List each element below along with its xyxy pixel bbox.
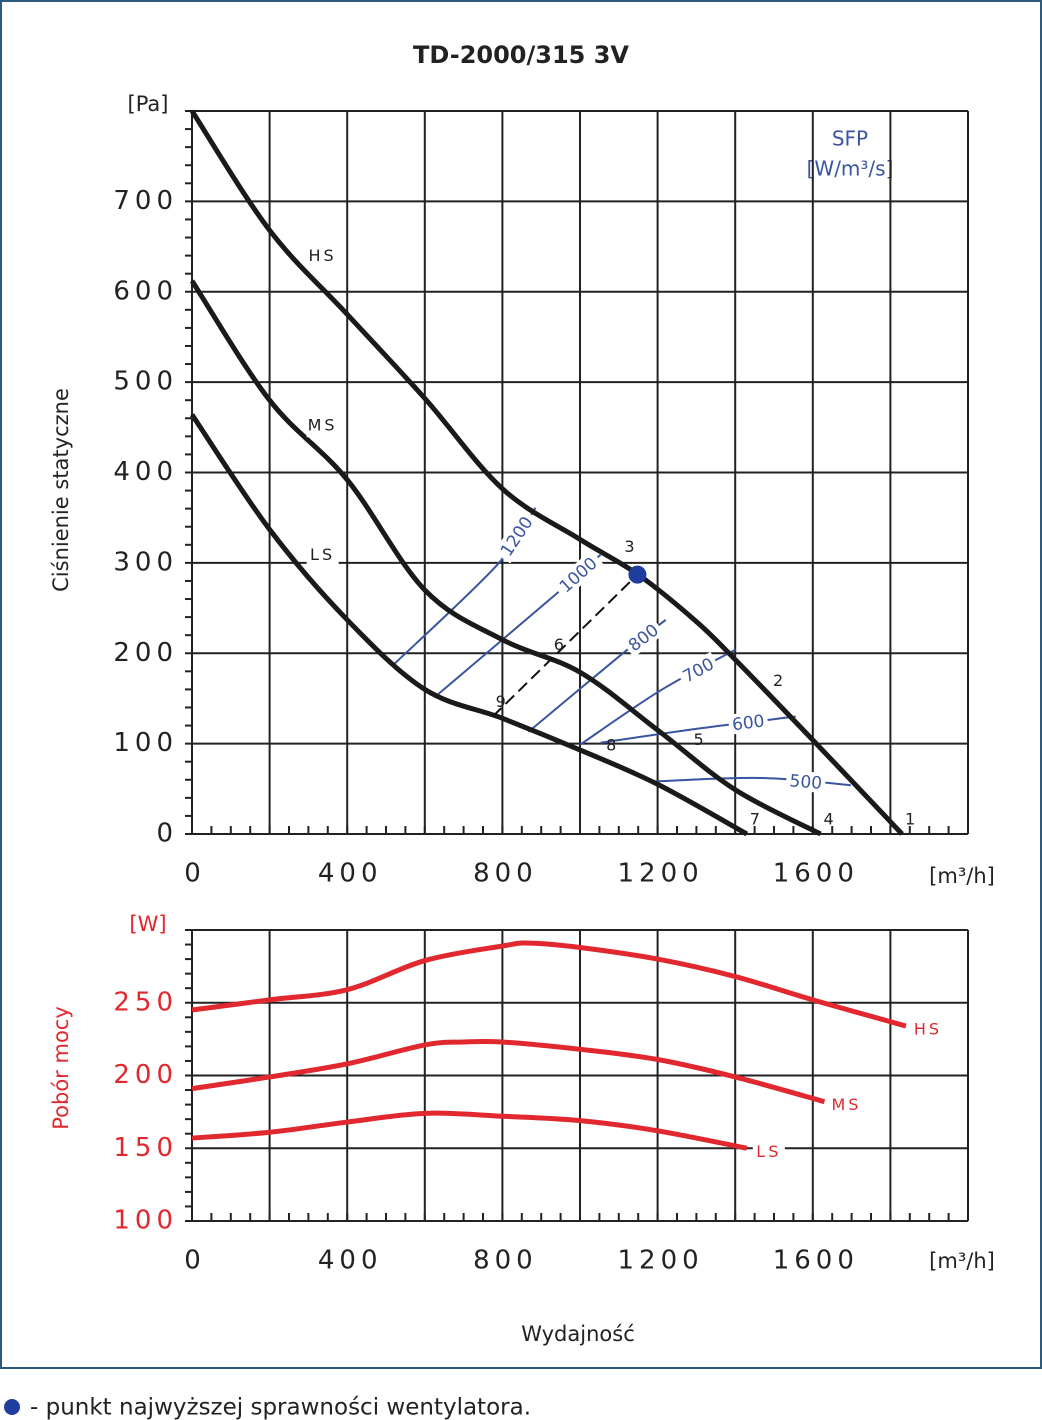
sfp-label-group: 1000 [551,549,605,600]
curve [191,940,907,1029]
curve-label-bg [306,544,339,567]
dashed-line [491,573,639,718]
curve-label-bg [752,1141,785,1164]
curve-label: LS [310,545,335,564]
point-label: 4 [823,810,833,829]
y-axis-label: Ciśnienie statyczne [49,388,73,592]
point-label: 5 [693,730,703,749]
y-tick-label: 300 [113,547,178,577]
curve [189,279,822,837]
y-tick-label: 500 [113,367,178,397]
frame [0,0,1042,1369]
y-tick-label: 150 [113,1133,178,1163]
sfp-label-group: 600 [727,710,769,735]
y-tick-label: 700 [113,186,178,216]
y-tick-label: 200 [113,638,178,668]
y-tick-label: 100 [113,728,178,758]
chart-title: TD-2000/315 3V [413,41,629,69]
x-tick-label: 1200 [618,1246,704,1276]
y-tick-label: 0 [156,819,178,849]
curve-label-bg [830,1094,863,1117]
sfp-label-bg [785,770,827,794]
sfp-label-group: 800 [621,617,665,658]
curve-label: MS [308,416,338,435]
point-label: 1 [905,810,915,829]
curve-label: HS [914,1020,942,1039]
sfp-label: 600 [731,711,766,735]
x-tick-label: 400 [318,1246,383,1276]
y-tick-label: 400 [113,457,178,487]
x-tick-label: 1200 [618,859,704,889]
point-label: 2 [773,671,783,690]
sfp-line [650,776,851,787]
curve [191,1110,748,1151]
curve-label-bg [911,1019,944,1042]
sfp-label: 500 [789,771,823,794]
x-tick-label: 0 [184,1246,206,1276]
x-tick-label: 800 [473,859,538,889]
x-unit: [m³/h] [929,864,995,888]
sfp-line [600,715,796,744]
point-label: 6 [554,635,564,654]
y-tick-label: 250 [113,987,178,1017]
y-tick-label: 600 [113,276,178,306]
sfp-line [579,648,737,746]
y-unit: [W] [129,912,166,936]
point-label: 9 [496,692,506,711]
x-tick-label: 800 [473,1246,538,1276]
sfp-label-bg [621,617,665,658]
x-tick-label: 0 [184,859,206,889]
sfp-unit: [W/m³/s] [807,157,894,181]
curve [189,109,904,836]
curve-label-bg [306,415,339,438]
y-tick-label: 100 [113,1206,178,1236]
sfp-label-group: 1200 [493,509,540,564]
y-tick-label: 200 [113,1060,178,1090]
curve [191,1038,826,1105]
y-axis-label: Pobór mocy [49,1006,73,1130]
point-label: 3 [624,537,634,556]
sfp-label-group: 700 [676,651,721,689]
x-axis-label: Wydajność [521,1322,635,1346]
best-point [628,565,647,584]
point-label: 8 [606,735,616,754]
x-tick-label: 1600 [773,1246,859,1276]
curve-label-bg [306,245,339,268]
x-tick-label: 1600 [773,859,859,889]
x-tick-label: 400 [318,859,383,889]
sfp-title: SFP [832,127,868,151]
x-unit: [m³/h] [929,1249,995,1273]
sfp-label-bg [676,651,721,689]
sfp-label-bg [551,549,605,600]
curve-label: LS [756,1142,781,1161]
point-label: 7 [750,810,760,829]
curve-label: HS [309,246,337,265]
footnote-dot [4,1399,20,1415]
sfp-label-bg [727,710,769,735]
sfp-label-bg [493,509,540,564]
footnote: - punkt najwyższej sprawności wentylator… [30,1395,531,1420]
y-unit: [Pa] [128,92,169,116]
curve [189,413,749,837]
curve-label: MS [831,1095,861,1114]
sfp-label-group: 500 [785,770,827,794]
